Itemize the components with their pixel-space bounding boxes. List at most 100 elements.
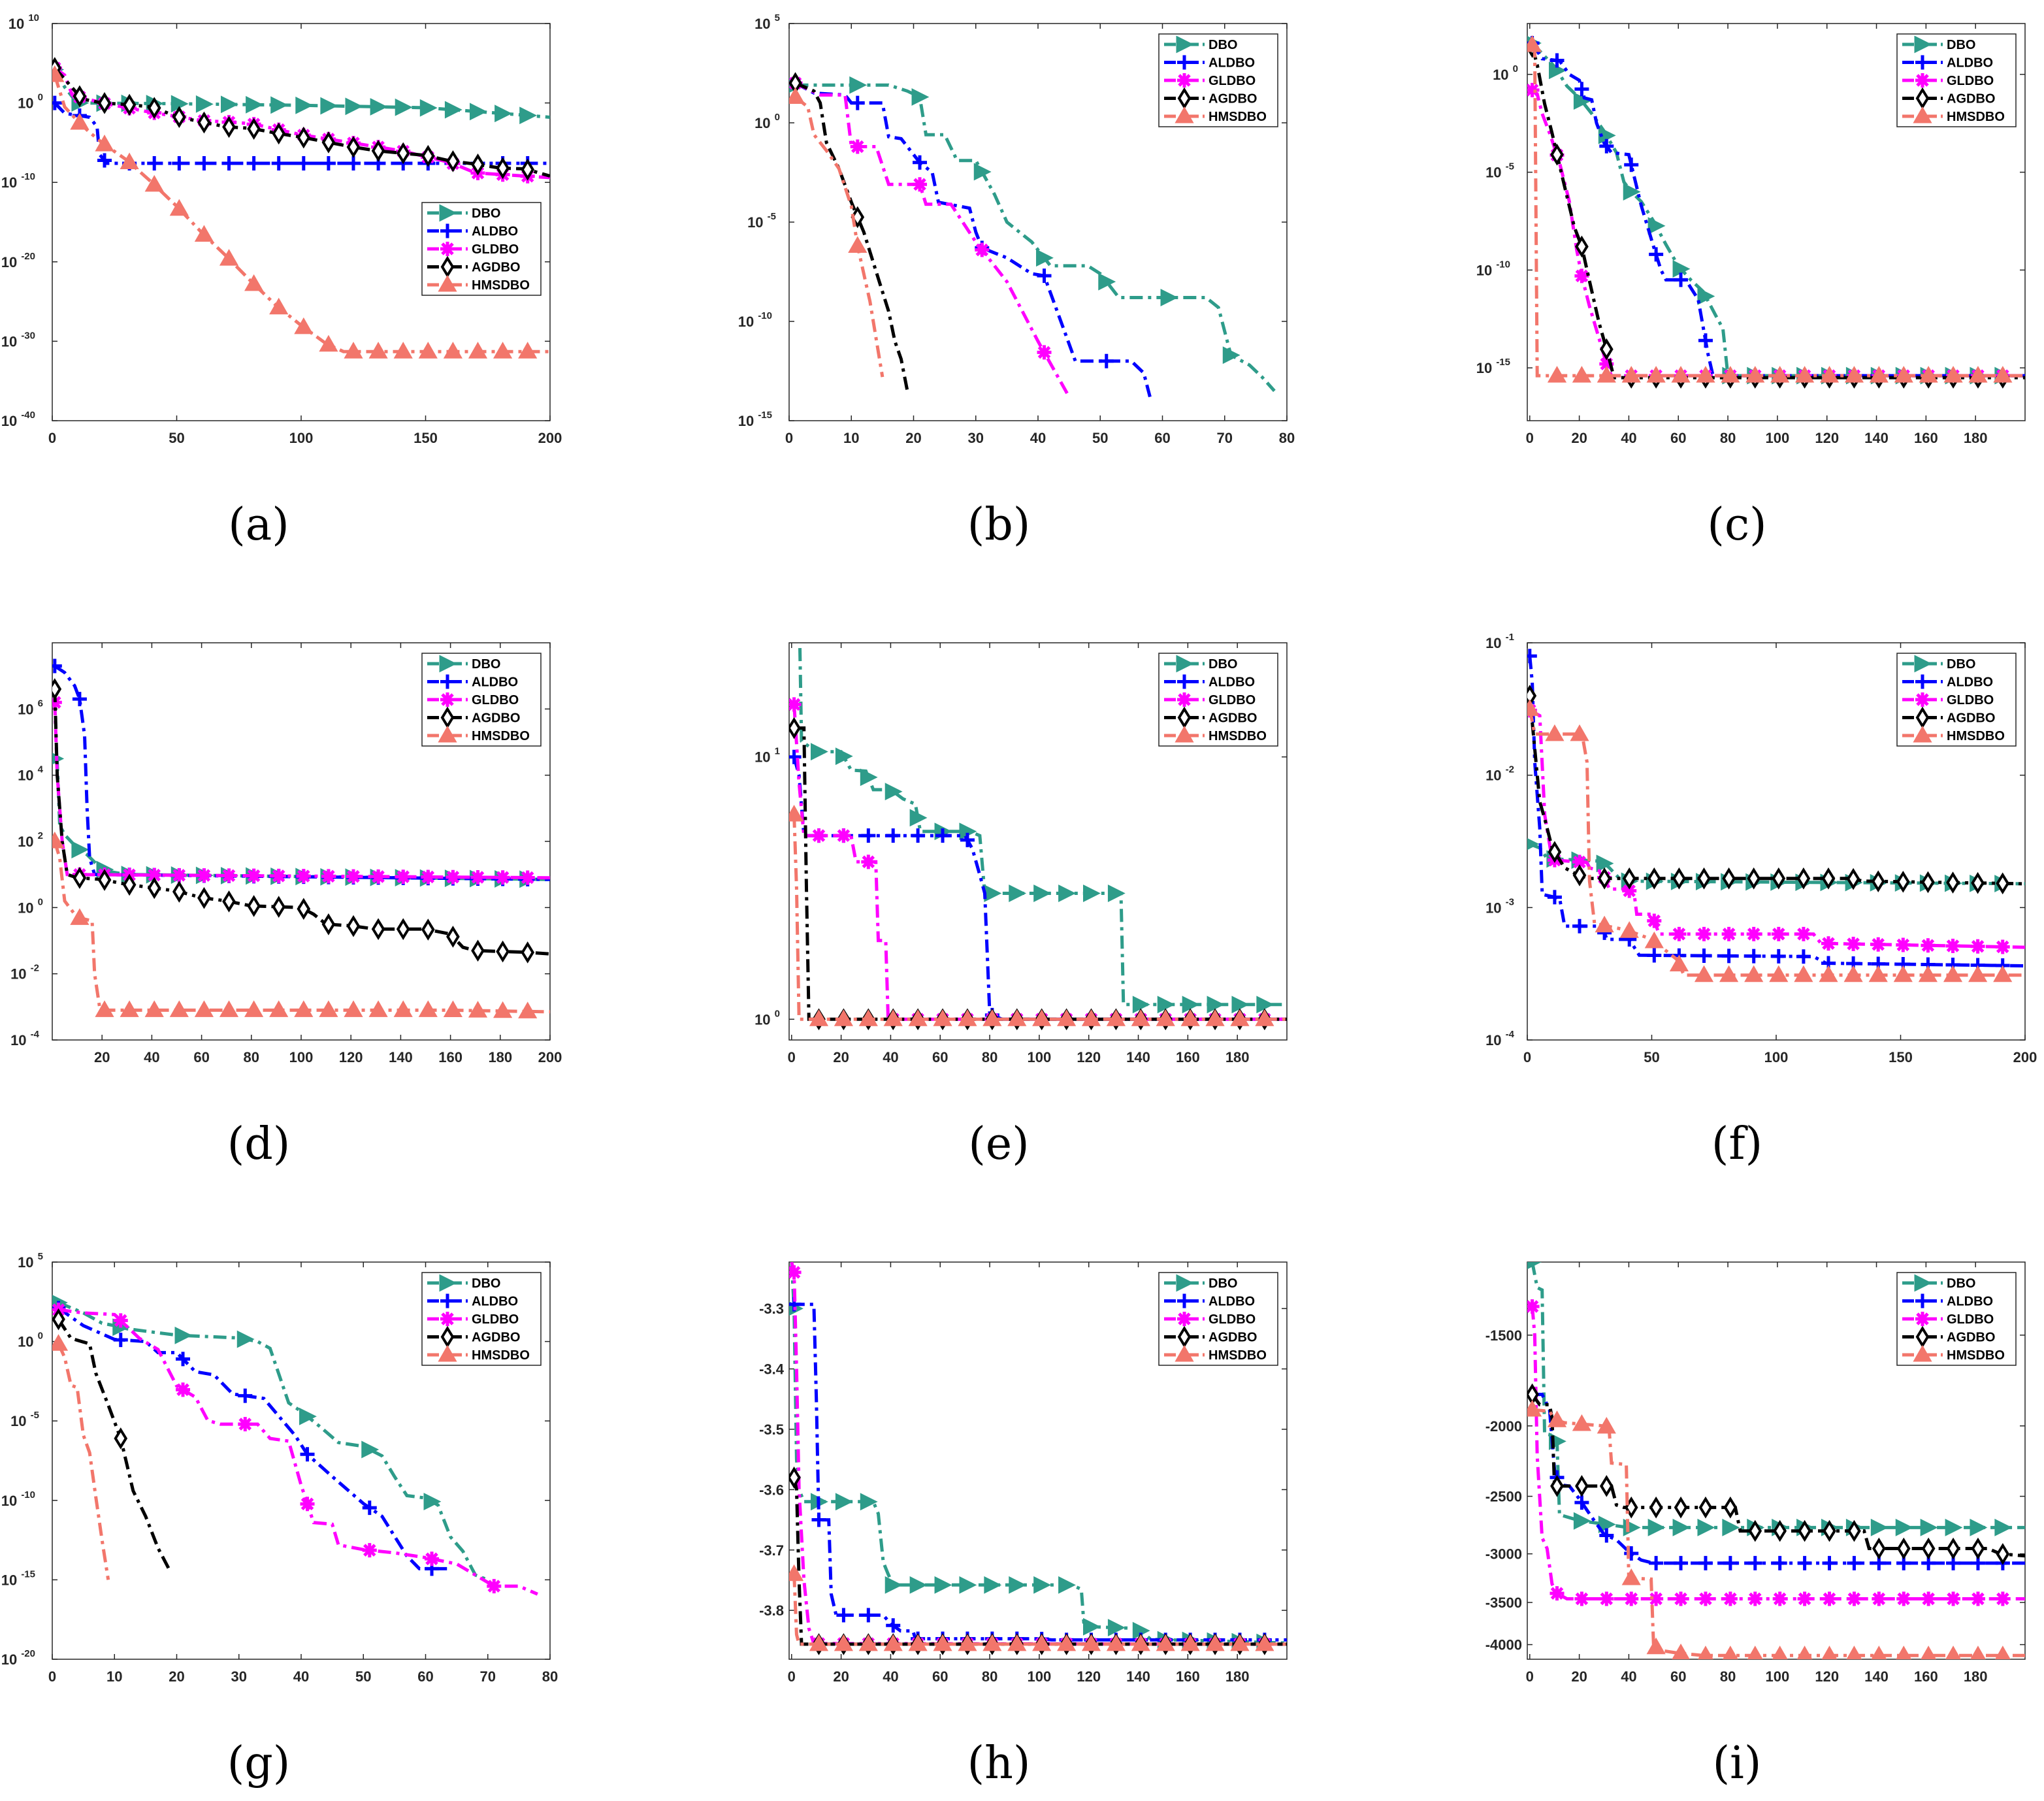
dbo-marker [221, 95, 238, 114]
hmsdbo-marker [1894, 366, 1913, 383]
agdbo-marker [1821, 867, 1836, 890]
aldbo-marker [811, 1512, 826, 1527]
legend-dbo-marker [1176, 655, 1194, 673]
dbo-marker [295, 96, 314, 114]
hmsdbo-marker [368, 1000, 388, 1017]
legend-label: AGDBO [1209, 711, 1257, 726]
x-tick-label: 120 [1815, 1668, 1839, 1685]
hmsdbo-marker [493, 342, 513, 359]
x-tick-label: 50 [1092, 430, 1108, 446]
series-line-aldbo [1531, 42, 2025, 378]
dbo-marker [1722, 1518, 1740, 1536]
hmsdbo-marker [1744, 965, 1764, 982]
aldbo-marker [321, 156, 336, 171]
hmsdbo-marker [1896, 1646, 1912, 1659]
legend-item-dbo: DBO [1164, 655, 1237, 673]
y-tick-label: 10 5 [18, 1251, 43, 1271]
dbo-marker [911, 88, 930, 106]
dbo-marker [909, 809, 928, 827]
y-tick-label: 10 -5 [1485, 161, 1514, 181]
x-tick-label: 0 [1526, 1668, 1534, 1685]
aldbo-marker [1746, 949, 1761, 964]
legend: DBO ALDBO GLDBO AGDBO HMSDBO [1158, 1272, 1278, 1366]
legend-dbo-marker [1914, 35, 1932, 54]
legend: DBO ALDBO GLDBO AGDBO HMSDBO [1896, 653, 2017, 747]
dbo-marker [395, 98, 413, 116]
legend-label: DBO [1947, 38, 1975, 52]
series-line-agdbo [57, 1318, 172, 1573]
agdbo-marker [1550, 143, 1564, 166]
legend-item-hmsdbo: HMSDBO [1902, 1344, 2005, 1363]
x-tick-label: 30 [968, 430, 984, 446]
legend-label: GLDBO [472, 693, 519, 707]
legend-label: DBO [472, 1276, 500, 1291]
aldbo-marker [1698, 333, 1713, 348]
y-tick-label: 10 -4 [1485, 1029, 1515, 1048]
agdbo-marker [496, 157, 510, 180]
dbo-marker [1697, 287, 1715, 305]
hmsdbo-marker [244, 1000, 264, 1017]
hmsdbo-marker [1570, 724, 1589, 741]
legend-hmsdbo-marker [438, 725, 457, 743]
legend-label: ALDBO [1209, 56, 1255, 71]
legend: DBO ALDBO GLDBO AGDBO HMSDBO [1896, 1272, 2017, 1366]
gldbo-marker [1624, 1591, 1639, 1606]
aldbo-marker [221, 156, 236, 171]
dbo-marker [1009, 884, 1027, 902]
hmsdbo-marker [1527, 35, 1542, 52]
agdbo-marker [321, 913, 336, 935]
series-line-aldbo [1532, 1393, 2025, 1565]
gldbo-marker [113, 1313, 128, 1328]
dbo-marker [810, 743, 828, 761]
legend-dbo-marker [1914, 1274, 1932, 1292]
legend-gldbo-marker [1177, 1312, 1192, 1326]
dbo-marker [860, 768, 878, 787]
agdbo-marker [1871, 870, 1885, 892]
hmsdbo-marker [1527, 1399, 1542, 1417]
agdbo-marker [789, 717, 801, 739]
agdbo-marker [147, 877, 161, 900]
legend-item-gldbo: GLDBO [1902, 1312, 1994, 1327]
aldbo-marker [935, 828, 950, 843]
aldbo-marker [197, 156, 212, 171]
legend-item-dbo: DBO [427, 204, 500, 222]
dbo-marker [1058, 1576, 1076, 1594]
gldbo-marker [1599, 1591, 1614, 1606]
x-tick-label: 40 [1621, 1668, 1636, 1685]
legend-item-dbo: DBO [427, 1274, 500, 1292]
gldbo-marker [487, 1579, 502, 1594]
dbo-marker [860, 1493, 878, 1511]
hmsdbo-marker [269, 297, 289, 315]
gldbo-marker [470, 869, 485, 884]
dbo-marker [1598, 1516, 1616, 1534]
legend-label: DBO [1209, 657, 1237, 672]
y-tick-label: 10 6 [18, 698, 43, 717]
hmsdbo-marker [70, 908, 89, 925]
agdbo-marker [321, 131, 336, 154]
aldbo-marker [861, 828, 876, 843]
dbo-marker [835, 747, 853, 766]
dbo-marker [299, 1407, 317, 1425]
aldbo-marker [850, 95, 865, 110]
legend-item-aldbo: ALDBO [1164, 55, 1255, 71]
series-line-agdbo [1528, 695, 2025, 886]
agdbo-marker [521, 941, 535, 964]
x-tick-label: 80 [982, 1668, 998, 1685]
y-tick-label: 10 0 [18, 896, 43, 916]
legend-label: HMSDBO [1947, 1348, 2005, 1363]
agdbo-marker [52, 678, 62, 700]
x-tick-label: 140 [1126, 1049, 1150, 1065]
subplot-c: 0 20 40 60 80 100 120 140 160 180 10 -15 10 -10 10 -… [1476, 23, 2026, 551]
agdbo-marker [1723, 1496, 1738, 1519]
gldbo-marker [371, 869, 386, 884]
legend-label: ALDBO [1209, 675, 1255, 690]
legend-label: AGDBO [472, 711, 520, 726]
subplot-caption: (d) [227, 1118, 291, 1170]
gldbo-marker [1622, 883, 1637, 898]
hmsdbo-marker [1255, 1634, 1274, 1651]
dbo-marker [1182, 996, 1200, 1014]
hmsdbo-marker [1968, 965, 1988, 982]
hmsdbo-marker [1007, 1634, 1027, 1651]
aldbo-marker [1599, 1528, 1614, 1543]
dbo-marker [1895, 1518, 1913, 1536]
